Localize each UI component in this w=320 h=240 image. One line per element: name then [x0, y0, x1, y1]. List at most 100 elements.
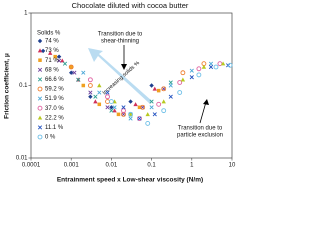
x-tick-label: 1: [190, 163, 194, 169]
point: [213, 64, 219, 70]
point: [177, 80, 183, 85]
point: [196, 66, 202, 72]
exclusion-arrow-head: [203, 99, 209, 105]
point: [220, 61, 226, 66]
legend-marker: [37, 38, 43, 44]
point: [168, 83, 173, 88]
point: [97, 90, 102, 95]
point: [149, 99, 154, 104]
point: [87, 77, 93, 83]
point: [105, 94, 110, 100]
point: [109, 108, 114, 113]
point: [180, 70, 186, 76]
point: [81, 83, 86, 88]
chart: Chocolate diluted with cocoa butter Entr…: [4, 1, 236, 184]
legend-marker: [37, 134, 43, 140]
point: [105, 90, 110, 95]
point: [137, 105, 142, 110]
legend-marker: [37, 96, 43, 101]
point: [88, 90, 93, 95]
point: [81, 70, 86, 75]
point: [196, 72, 202, 78]
point: [208, 61, 214, 66]
point: [60, 58, 65, 63]
point: [128, 116, 133, 121]
point: [69, 65, 73, 69]
point: [93, 94, 98, 99]
legend-label: 0 %: [45, 135, 56, 141]
point: [161, 86, 167, 92]
x-tick-label: 0.001: [64, 163, 80, 169]
marks: [40, 48, 233, 126]
point: [88, 94, 93, 99]
point: [128, 111, 134, 117]
point: [201, 64, 207, 69]
point: [121, 108, 126, 114]
y-axis-label: Friction coefficient, μ: [4, 53, 11, 119]
point: [227, 62, 233, 68]
solids-annotation: Increasing solids %: [102, 60, 141, 96]
point: [112, 105, 117, 110]
legend-label: 11.1 %: [45, 125, 64, 131]
point: [116, 112, 121, 117]
point: [152, 112, 157, 117]
point: [189, 68, 194, 73]
shear-annotation: Transition due to: [98, 32, 143, 38]
point: [76, 77, 81, 82]
legend-title: Solids %: [37, 31, 61, 37]
exclusion-annotation: Transition due to: [178, 126, 223, 132]
point: [168, 94, 173, 99]
shear-annotation: shear-thinning: [101, 39, 139, 45]
point: [145, 112, 150, 117]
point: [156, 88, 161, 93]
point: [161, 99, 166, 104]
point: [105, 105, 110, 110]
point: [189, 75, 194, 80]
y-tick-label: 1: [24, 11, 28, 17]
point: [108, 99, 114, 105]
legend-label: 22.2 %: [45, 115, 64, 121]
point: [208, 64, 214, 70]
legend-marker: [37, 67, 43, 72]
point: [128, 99, 133, 104]
point: [47, 50, 53, 55]
point: [145, 120, 151, 126]
x-tick-label: 10: [229, 163, 236, 169]
exclusion-annotation: particle exclusion: [177, 133, 223, 139]
point: [69, 70, 74, 75]
point: [97, 102, 102, 107]
point: [149, 83, 154, 88]
exclusion-arrow: [199, 101, 207, 124]
x-tick-label: 0.01: [106, 163, 118, 169]
legend-label: 73 %: [45, 48, 59, 54]
point: [168, 80, 173, 85]
point: [40, 48, 46, 54]
point: [93, 99, 98, 104]
point: [57, 58, 62, 63]
point: [112, 108, 117, 113]
point: [156, 101, 162, 107]
legend-label: 74 %: [45, 39, 59, 45]
legend-label: 68 %: [45, 67, 59, 73]
point: [56, 54, 62, 59]
point: [121, 105, 126, 110]
legend-label: 51.9 %: [45, 96, 64, 102]
point: [180, 77, 186, 82]
shear-arrow-head: [121, 64, 127, 70]
chart-title: Chocolate diluted with cocoa butter: [72, 1, 189, 10]
point: [149, 105, 154, 110]
point: [128, 112, 133, 117]
legend-label: 59.2 %: [45, 87, 64, 93]
point: [140, 104, 146, 110]
legend-marker: [37, 86, 43, 92]
legend-marker: [37, 125, 43, 130]
point: [68, 64, 74, 70]
point: [53, 54, 57, 59]
legend-marker: [37, 115, 43, 120]
legend-label: 37.0 %: [45, 106, 64, 112]
legend-marker: [38, 58, 42, 62]
x-tick-label: 0.0001: [22, 163, 41, 169]
solids-arrow: [88, 48, 152, 104]
point: [152, 86, 157, 91]
y-tick-label: 0.01: [16, 156, 28, 162]
